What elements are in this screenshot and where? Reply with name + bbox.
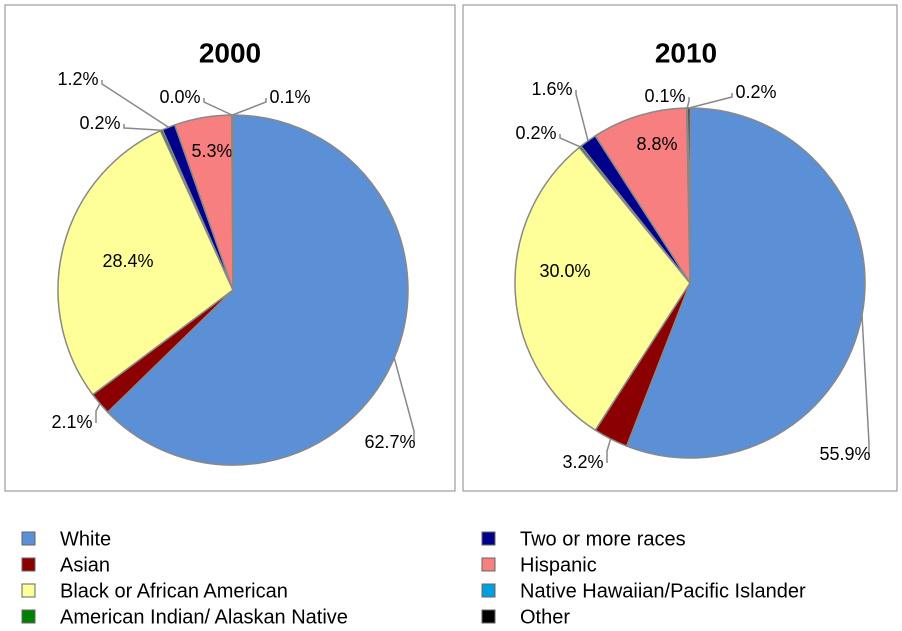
panel-frame bbox=[462, 4, 898, 492]
leader-line bbox=[686, 97, 690, 109]
data-label: 62.7% bbox=[364, 432, 415, 452]
chart-title: 2010 bbox=[655, 37, 717, 68]
legend-swatch bbox=[481, 531, 496, 546]
legend-label: Asian bbox=[60, 554, 110, 576]
legend-swatch bbox=[481, 583, 496, 598]
data-label: 55.9% bbox=[819, 444, 870, 464]
legend-label: Black or African American bbox=[60, 580, 288, 602]
pie-slice bbox=[106, 114, 409, 466]
leader-line bbox=[559, 134, 581, 148]
leader-line bbox=[575, 90, 589, 141]
leader-line bbox=[688, 93, 733, 109]
legend-label: Hispanic bbox=[520, 554, 597, 576]
data-label: 28.4% bbox=[102, 251, 153, 271]
data-label: 8.8% bbox=[636, 134, 677, 154]
data-label: 0.2% bbox=[515, 123, 556, 143]
data-label: 0.0% bbox=[159, 87, 200, 107]
pie-slice bbox=[514, 146, 691, 432]
leader-line bbox=[101, 80, 169, 128]
data-label: 1.2% bbox=[57, 69, 98, 89]
leader-line bbox=[203, 98, 233, 116]
leader-line bbox=[606, 438, 612, 463]
pie-slice bbox=[57, 129, 234, 396]
data-label: 0.2% bbox=[735, 82, 776, 102]
chart-title: 2000 bbox=[199, 37, 261, 68]
legend-label: American Indian/ Alaskan Native bbox=[60, 606, 348, 628]
data-label: 0.1% bbox=[269, 87, 310, 107]
data-label: 5.3% bbox=[191, 141, 232, 161]
legend-label: Other bbox=[520, 606, 570, 628]
legend-swatch bbox=[21, 557, 36, 572]
legend-swatch bbox=[21, 531, 36, 546]
data-label: 1.6% bbox=[531, 79, 572, 99]
legend-swatch bbox=[481, 557, 496, 572]
data-label: 3.2% bbox=[562, 452, 603, 472]
leader-line bbox=[393, 357, 415, 443]
panel-frame bbox=[4, 4, 456, 492]
leader-line bbox=[861, 315, 870, 455]
pie-slice bbox=[594, 107, 691, 286]
data-label: 0.1% bbox=[644, 86, 685, 106]
data-label: 0.2% bbox=[79, 113, 120, 133]
data-label: 2.1% bbox=[51, 412, 92, 432]
legend-swatch bbox=[21, 609, 36, 624]
legend-swatch bbox=[21, 583, 36, 598]
data-label: 30.0% bbox=[539, 261, 590, 281]
leader-line bbox=[232, 98, 267, 116]
legend-label: Native Hawaiian/Pacific Islander bbox=[520, 580, 806, 602]
leader-line bbox=[95, 403, 101, 423]
legend-swatch bbox=[481, 609, 496, 624]
legend-label: Two or more races bbox=[520, 528, 686, 550]
leader-line bbox=[123, 124, 162, 132]
legend-label: White bbox=[60, 528, 111, 550]
